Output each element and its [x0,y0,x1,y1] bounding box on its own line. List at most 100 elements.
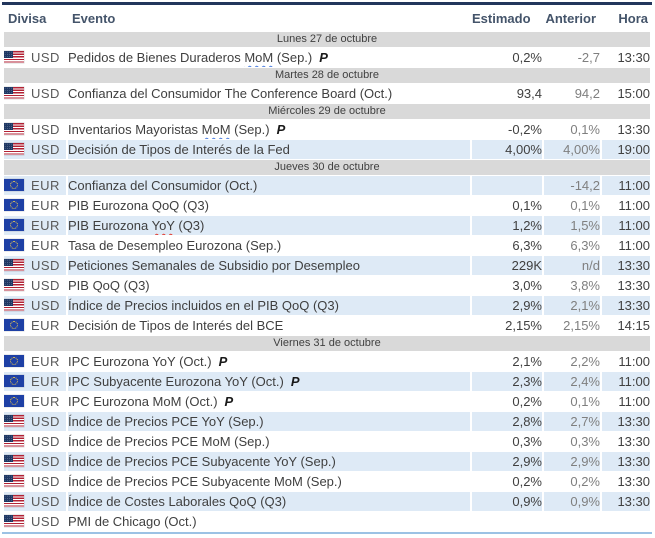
anterior-value [544,512,600,531]
estimado-value: 2,8% [472,412,542,431]
event-row: EUR PIB Eurozona QoQ (Q3) 0,1% 0,1% 11:00 [4,196,650,215]
event-row: USD Índice de Precios PCE YoY (Sep.) 2,8% 2… [4,412,650,431]
us-flag-icon [4,279,24,291]
misspelled-word: YoY [151,218,175,233]
currency-code: USD [31,86,60,101]
date-separator-row: Viernes 31 de octubre [4,336,650,351]
event-row: USD Inventarios Mayoristas MoM (Sep.) P -0,… [4,120,650,139]
misspelled-word: MoM [244,50,274,65]
calendar-body: Lunes 27 de octubre USD Pedidos de Bienes … [4,32,650,531]
hora-value: 15:00 [617,86,650,101]
currency-code: EUR [31,394,60,409]
us-flag-icon [4,475,24,487]
currency-cell: EUR [4,196,66,215]
anterior-value: 1,5% [544,216,600,235]
estimado-value: 2,3% [472,372,542,391]
event-row: EUR IPC Subyacente Eurozona YoY (Oct.) P 2,… [4,372,650,391]
preliminary-flag: P [218,354,228,369]
date-separator-label: Jueves 30 de octubre [4,160,650,175]
currency-cell: EUR [4,352,66,371]
hora-value: 11:00 [618,394,650,409]
eu-flag-icon [4,179,24,191]
anterior-value: 2,2% [570,354,600,369]
misspelled-word: MoM [201,122,231,137]
date-separator-row: Martes 28 de octubre [4,68,650,83]
event-name: PMI de Chicago (Oct.) [68,514,197,529]
anterior-value: 2,9% [544,452,600,471]
preliminary-flag: P [224,394,234,409]
estimado-value: -0,2% [508,122,542,137]
anterior-value: 0,1% [570,394,600,409]
hora-value: 13:30 [617,122,650,137]
anterior-value: 0,1% [570,198,600,213]
currency-cell: USD [4,120,66,139]
anterior-value: n/d [544,256,600,275]
us-flag-icon [4,259,24,271]
estimado-value: 2,15% [505,318,542,333]
event-name: Índice de Precios PCE Subyacente YoY (Se… [68,452,470,471]
event-name: Decisión de Tipos de Interés de la Fed [68,140,470,159]
currency-cell: USD [4,296,66,315]
currency-cell: EUR [4,216,66,235]
estimado-value: 0,1% [512,198,542,213]
currency-cell: USD [4,472,66,491]
currency-code: USD [31,434,60,449]
anterior-value: 2,7% [544,412,600,431]
currency-code: USD [31,474,60,489]
currency-cell: USD [4,276,66,295]
column-header-anterior: Anterior [545,11,596,26]
event-row: USD Confianza del Consumidor The Conferen… [4,84,650,103]
estimado-value: 0,2% [512,50,542,65]
event-row: EUR IPC Eurozona MoM (Oct.) P 0,2% 0,1% 11:00 [4,392,650,411]
currency-code: EUR [31,178,60,193]
currency-cell: EUR [4,236,66,255]
event-name: Decisión de Tipos de Interés del BCE [68,318,284,333]
preliminary-flag: P [319,50,328,65]
hora-value: 19:00 [602,140,650,159]
anterior-value: 6,3% [570,238,600,253]
us-flag-icon [4,435,24,447]
eu-flag-icon [4,395,24,407]
preliminary-flag: P [276,122,286,137]
anterior-value: 94,2 [574,86,600,101]
currency-code: EUR [31,198,60,213]
event-name: IPC Subyacente Eurozona YoY (Oct.) P [68,372,470,391]
us-flag-icon [4,143,24,155]
currency-code: USD [31,142,60,157]
eu-flag-icon [4,239,24,251]
event-row: EUR Decisión de Tipos de Interés del BCE 2… [4,316,650,335]
currency-code: EUR [31,354,60,369]
event-name: Índice de Precios PCE MoM (Sep.) [68,434,270,449]
date-separator-label: Miércoles 29 de octubre [4,104,650,119]
anterior-value: -14,2 [544,176,600,195]
table-header: Divisa Evento Estimado Anterior Hora [4,6,650,31]
estimado-value [472,176,542,195]
eu-flag-icon [4,375,24,387]
eu-flag-icon [4,199,24,211]
estimado-value: 0,3% [512,434,542,449]
hora-value: 11:00 [618,198,650,213]
event-name: IPC Eurozona MoM (Oct.) P [68,394,234,409]
hora-value: 11:00 [602,176,650,195]
currency-code: USD [31,298,60,313]
estimado-value: 0,2% [512,474,542,489]
currency-cell: EUR [4,176,66,195]
currency-code: USD [31,454,60,469]
estimado-value: 6,3% [512,238,542,253]
event-name: Confianza del Consumidor The Conference … [68,86,393,101]
hora-value: 13:30 [617,50,650,65]
currency-code: USD [31,50,60,65]
anterior-value: 2,4% [544,372,600,391]
event-name: PIB QoQ (Q3) [68,278,150,293]
date-separator-label: Viernes 31 de octubre [4,336,650,351]
event-name: Índice de Precios PCE YoY (Sep.) [68,412,470,431]
date-separator-label: Lunes 27 de octubre [4,32,650,47]
column-header-divisa: Divisa [8,11,47,26]
date-separator-row: Lunes 27 de octubre [4,32,650,47]
hora-value: 13:30 [617,434,650,449]
anterior-value: 0,3% [570,434,600,449]
hora-value [602,512,650,531]
currency-cell: USD [4,432,66,451]
hora-value: 11:00 [618,238,650,253]
hora-value: 13:30 [617,278,650,293]
